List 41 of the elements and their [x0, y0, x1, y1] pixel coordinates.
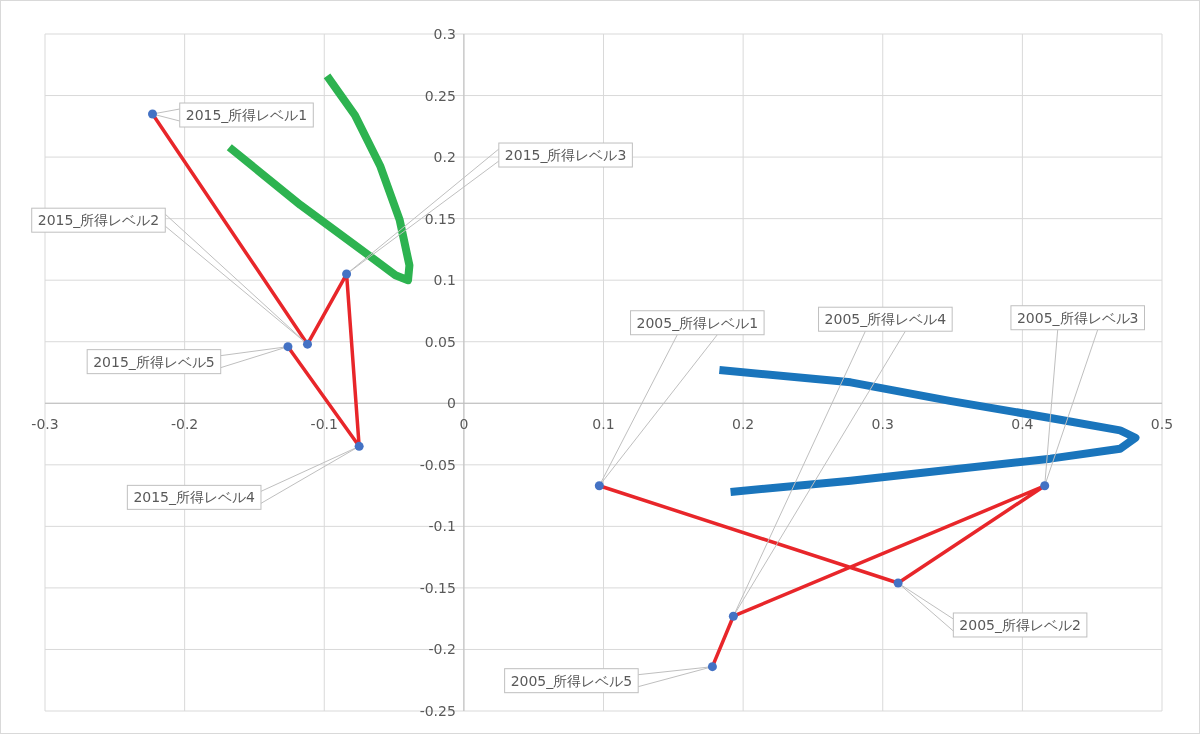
annotation: 2015_所得レベル1 [185, 107, 308, 124]
x-tick-label: 0 [459, 416, 469, 433]
y-tick-label: 0.3 [433, 26, 456, 42]
x-tick-label: -0.2 [170, 416, 199, 433]
x-tick-label: -0.3 [31, 416, 59, 433]
annotation: 2005_所得レベル5 [510, 672, 633, 689]
point [707, 662, 717, 672]
point [594, 481, 604, 491]
x-tick-label: 0.4 [1011, 416, 1034, 433]
annotation: 2015_所得レベル3 [504, 147, 627, 164]
point [354, 441, 364, 451]
x-tick-label: 0.3 [871, 416, 894, 433]
y-tick-label: 0.15 [424, 210, 456, 227]
annotation: 2005_所得レベル1 [636, 314, 759, 331]
y-tick-label: -0.2 [428, 641, 456, 658]
x-tick-label: -0.1 [310, 416, 338, 433]
y-tick-label: 0.2 [433, 149, 456, 166]
point [303, 339, 312, 349]
point [342, 269, 352, 279]
y-tick-label: -0.1 [428, 518, 456, 535]
x-tick-label: 0.2 [731, 416, 755, 433]
y-tick-label: -0.15 [419, 579, 456, 596]
y-tick-label: -0.25 [419, 703, 456, 719]
y-tick-label: -0.05 [419, 456, 456, 473]
annotation: 2005_所得レベル4 [824, 311, 947, 328]
x-tick-label: 0.1 [592, 416, 615, 433]
y-tick-label: 0 [446, 395, 456, 412]
annotation: 2015_所得レベル4 [133, 489, 256, 506]
point [1040, 481, 1050, 491]
point [728, 611, 738, 621]
x-tick-label: 0.5 [1150, 416, 1174, 433]
point [283, 342, 293, 352]
point [148, 109, 158, 119]
y-tick-label: 0.05 [424, 333, 456, 350]
annotation: 2015_所得レベル2 [37, 212, 160, 229]
y-tick-label: 0.25 [424, 87, 456, 104]
point [893, 578, 903, 588]
y-tick-label: 0.1 [433, 272, 456, 289]
annotation: 2005_所得レベル2 [959, 616, 1081, 633]
annotation: 2015_所得レベル5 [93, 353, 215, 370]
annotation: 2005_所得レベル3 [1016, 309, 1139, 326]
